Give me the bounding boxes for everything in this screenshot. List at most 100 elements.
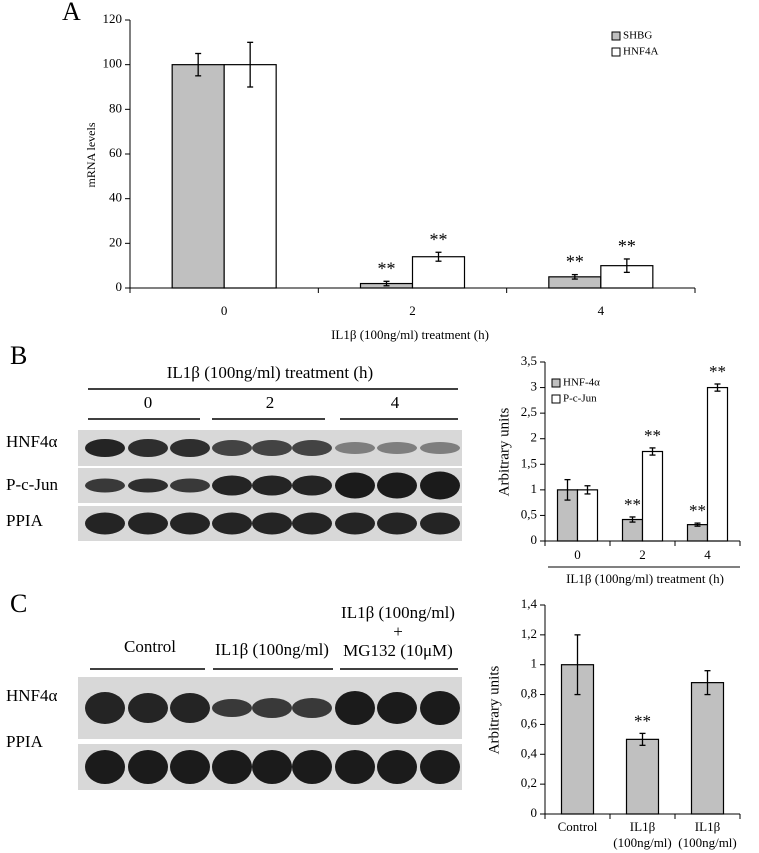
bar bbox=[686, 524, 709, 542]
blot-band bbox=[377, 472, 417, 499]
blot-band bbox=[170, 693, 210, 723]
significance-marker: ** bbox=[430, 229, 448, 249]
x-tick-label: + bbox=[704, 851, 711, 853]
bar bbox=[621, 518, 644, 542]
blot-header: IL1β (100ng/ml) treatment (h) bbox=[167, 363, 373, 382]
blot-band bbox=[128, 512, 168, 535]
blot-band bbox=[335, 472, 375, 499]
blot-band bbox=[128, 478, 168, 493]
bar bbox=[625, 738, 660, 815]
blot-group-label: MG132 (10μM) bbox=[343, 641, 453, 660]
significance-marker: ** bbox=[618, 236, 636, 256]
blot-band bbox=[292, 750, 332, 784]
blot-band bbox=[335, 750, 375, 784]
blot-band bbox=[85, 478, 125, 493]
bar bbox=[690, 682, 725, 815]
blot-band bbox=[212, 475, 252, 496]
x-tick-label: 0 bbox=[574, 547, 581, 562]
blot-band bbox=[420, 442, 460, 454]
y-tick-label: 100 bbox=[103, 56, 123, 71]
bar bbox=[641, 450, 664, 542]
blot-band bbox=[85, 439, 125, 457]
blot-band bbox=[170, 478, 210, 493]
y-tick-label: 0 bbox=[531, 532, 538, 547]
blot-band bbox=[420, 691, 460, 725]
blot-group-label: Control bbox=[124, 637, 176, 656]
blot-band bbox=[252, 512, 292, 535]
blot-band bbox=[170, 750, 210, 784]
x-tick-label: IL1β bbox=[695, 819, 721, 834]
blot-band bbox=[212, 750, 252, 784]
y-axis-label: mRNA levels bbox=[84, 122, 98, 187]
y-tick-label: 1 bbox=[531, 481, 538, 496]
panel-label: A bbox=[62, 0, 81, 26]
y-tick-label: 0 bbox=[116, 279, 123, 294]
y-tick-label: 1,4 bbox=[521, 596, 538, 611]
blot-band bbox=[85, 512, 125, 535]
error-bar bbox=[629, 516, 636, 523]
x-tick-label: IL1β bbox=[630, 819, 656, 834]
significance-marker: ** bbox=[644, 426, 661, 445]
blot-band bbox=[335, 691, 375, 725]
significance-marker: ** bbox=[624, 495, 641, 514]
blot-band bbox=[170, 439, 210, 457]
x-tick-label: 4 bbox=[704, 547, 711, 562]
significance-marker: ** bbox=[689, 501, 706, 520]
blot-band bbox=[128, 693, 168, 723]
x-tick-label: 4 bbox=[598, 303, 605, 318]
blot-band bbox=[252, 440, 292, 456]
blot-band bbox=[292, 698, 332, 718]
error-bar bbox=[564, 478, 571, 501]
x-tick-label: Control bbox=[558, 819, 598, 834]
legend-label: HNF4A bbox=[623, 46, 659, 58]
blot-group-label: 4 bbox=[391, 393, 400, 412]
blot-band bbox=[128, 439, 168, 457]
blot-row-label: P-c-Jun bbox=[6, 475, 58, 494]
error-bar bbox=[574, 634, 581, 696]
blot-band bbox=[377, 692, 417, 724]
blot-group-label: 2 bbox=[266, 393, 275, 412]
y-tick-label: 3,5 bbox=[521, 353, 537, 368]
panel-label: C bbox=[10, 589, 27, 618]
error-bar bbox=[694, 522, 701, 527]
y-tick-label: 1,5 bbox=[521, 455, 537, 470]
blot-band bbox=[292, 475, 332, 496]
blot-band bbox=[212, 440, 252, 456]
error-bar bbox=[247, 41, 254, 88]
blot-band bbox=[377, 442, 417, 454]
legend-swatch bbox=[551, 394, 561, 404]
significance-marker: ** bbox=[566, 252, 584, 272]
significance-marker: ** bbox=[709, 362, 726, 381]
y-tick-label: 20 bbox=[109, 234, 122, 249]
bar bbox=[706, 386, 729, 542]
x-tick-label: 2 bbox=[639, 547, 646, 562]
blot-band bbox=[420, 512, 460, 535]
blot-band bbox=[420, 471, 460, 500]
legend-swatch bbox=[611, 31, 621, 41]
y-tick-label: 0,6 bbox=[521, 715, 538, 730]
y-tick-label: 0,4 bbox=[521, 745, 538, 760]
x-axis-label: IL1β (100ng/ml) treatment (h) bbox=[566, 571, 724, 586]
error-bar bbox=[383, 280, 390, 287]
y-tick-label: 2 bbox=[531, 430, 538, 445]
blot-band bbox=[377, 750, 417, 784]
legend-label: P-c-Jun bbox=[563, 393, 597, 405]
blot-group-label: IL1β (100ng/ml) bbox=[341, 603, 455, 622]
blot-band bbox=[212, 512, 252, 535]
y-tick-label: 1,2 bbox=[521, 626, 537, 641]
x-tick-label: 2 bbox=[409, 303, 416, 318]
error-bar bbox=[195, 52, 202, 77]
bar bbox=[171, 64, 225, 289]
blot-band bbox=[335, 512, 375, 535]
error-bar bbox=[704, 670, 711, 696]
x-tick-label: (100ng/ml) bbox=[678, 835, 737, 850]
blot-band bbox=[128, 750, 168, 784]
blot-group-label: IL1β (100ng/ml) bbox=[215, 640, 329, 659]
y-tick-label: 40 bbox=[109, 190, 122, 205]
y-tick-label: 0 bbox=[531, 805, 538, 820]
blot-band bbox=[377, 512, 417, 535]
blot-band bbox=[85, 692, 125, 724]
blot-row-label: HNF4α bbox=[6, 686, 58, 705]
blot-band bbox=[252, 698, 292, 718]
y-tick-label: 80 bbox=[109, 100, 122, 115]
